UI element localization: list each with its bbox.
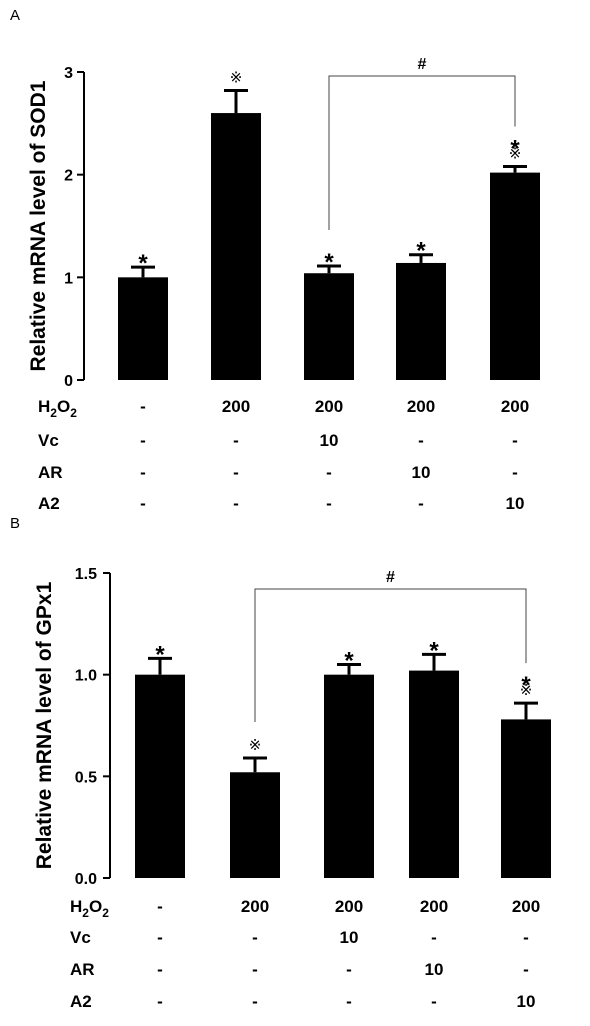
- y-axis-title: Relative mRNA level of SOD1: [27, 80, 50, 371]
- bar: [135, 674, 185, 878]
- panel-b: B Relative mRNA level of GPx1 0.0 0.5 1.0 1.5…: [10, 515, 551, 1011]
- y-axis-title: Relative mRNA level of GPx1: [33, 581, 56, 869]
- condition-value: 10: [425, 960, 444, 979]
- condition-value: -: [523, 928, 529, 947]
- y-tick-label: 0.0: [75, 871, 97, 888]
- significance-star: *: [510, 135, 520, 162]
- bar: [324, 674, 374, 878]
- condition-value: 200: [241, 897, 269, 916]
- condition-value: -: [140, 431, 146, 450]
- condition-value: -: [233, 431, 239, 450]
- significance-star: *: [324, 249, 334, 276]
- condition-value: 10: [517, 992, 536, 1011]
- bar: [396, 262, 446, 380]
- condition-value: 10: [412, 463, 431, 482]
- reference-mark: ※: [230, 68, 243, 86]
- significance-star: *: [416, 238, 426, 265]
- condition-label: H2O2: [38, 397, 77, 420]
- condition-value: 10: [506, 494, 525, 513]
- condition-value: -: [140, 397, 146, 416]
- condition-value: -: [252, 960, 258, 979]
- y-tick-label: 3: [64, 65, 73, 82]
- condition-value: -: [418, 431, 424, 450]
- condition-label: H2O2: [70, 897, 109, 920]
- significance-bracket: [328, 75, 516, 231]
- condition-label: Vc: [70, 928, 91, 947]
- condition-value: -: [233, 463, 239, 482]
- significance-star: *: [429, 637, 439, 664]
- bar: [409, 670, 459, 878]
- condition-value: -: [523, 960, 529, 979]
- condition-value: 200: [335, 897, 363, 916]
- reference-mark: ※: [509, 144, 522, 162]
- panel-letter: B: [10, 515, 20, 532]
- bar: [490, 172, 540, 380]
- condition-value: -: [431, 928, 437, 947]
- condition-value: -: [326, 463, 332, 482]
- condition-value: -: [346, 992, 352, 1011]
- y-tick-label: 2: [64, 168, 73, 185]
- condition-value: 200: [512, 897, 540, 916]
- condition-value: -: [418, 494, 424, 513]
- significance-star: *: [521, 672, 531, 699]
- significance-star: *: [155, 641, 165, 668]
- condition-label: A2: [38, 494, 60, 513]
- condition-value: -: [157, 960, 163, 979]
- bracket-label: #: [386, 569, 395, 586]
- condition-value: -: [326, 494, 332, 513]
- y-tick-label: 1: [64, 270, 73, 287]
- bar: [118, 277, 168, 380]
- condition-label: AR: [38, 463, 63, 482]
- condition-value: -: [512, 463, 518, 482]
- condition-value: 200: [501, 397, 529, 416]
- condition-value: -: [233, 494, 239, 513]
- significance-bracket: [254, 588, 527, 723]
- bar: [501, 719, 551, 878]
- bar: [211, 113, 261, 381]
- condition-label: A2: [70, 992, 92, 1011]
- reference-mark: ※: [520, 681, 533, 699]
- condition-value: -: [252, 992, 258, 1011]
- y-tick-label: 0.5: [75, 769, 97, 786]
- reference-mark: ※: [249, 736, 262, 754]
- condition-value: -: [157, 992, 163, 1011]
- condition-label: Vc: [38, 431, 59, 450]
- bar: [304, 273, 354, 380]
- condition-value: -: [157, 928, 163, 947]
- condition-value: -: [140, 463, 146, 482]
- y-tick-label: 1.5: [75, 566, 97, 583]
- significance-star: *: [344, 648, 354, 675]
- y-tick-label: 0: [64, 373, 73, 390]
- bracket-label: #: [418, 56, 427, 73]
- condition-value: 200: [222, 397, 250, 416]
- condition-value: -: [140, 494, 146, 513]
- condition-value: 200: [315, 397, 343, 416]
- condition-label: AR: [70, 960, 95, 979]
- condition-value: 200: [420, 897, 448, 916]
- y-tick-label: 1.0: [75, 668, 97, 685]
- condition-value: -: [431, 992, 437, 1011]
- bar: [230, 772, 280, 878]
- significance-star: *: [138, 250, 148, 277]
- condition-value: -: [157, 897, 163, 916]
- condition-value: -: [252, 928, 258, 947]
- condition-value: -: [512, 431, 518, 450]
- condition-value: 10: [340, 928, 359, 947]
- panel-letter: A: [10, 7, 20, 24]
- condition-value: -: [346, 960, 352, 979]
- condition-value: 200: [407, 397, 435, 416]
- condition-value: 10: [320, 431, 339, 450]
